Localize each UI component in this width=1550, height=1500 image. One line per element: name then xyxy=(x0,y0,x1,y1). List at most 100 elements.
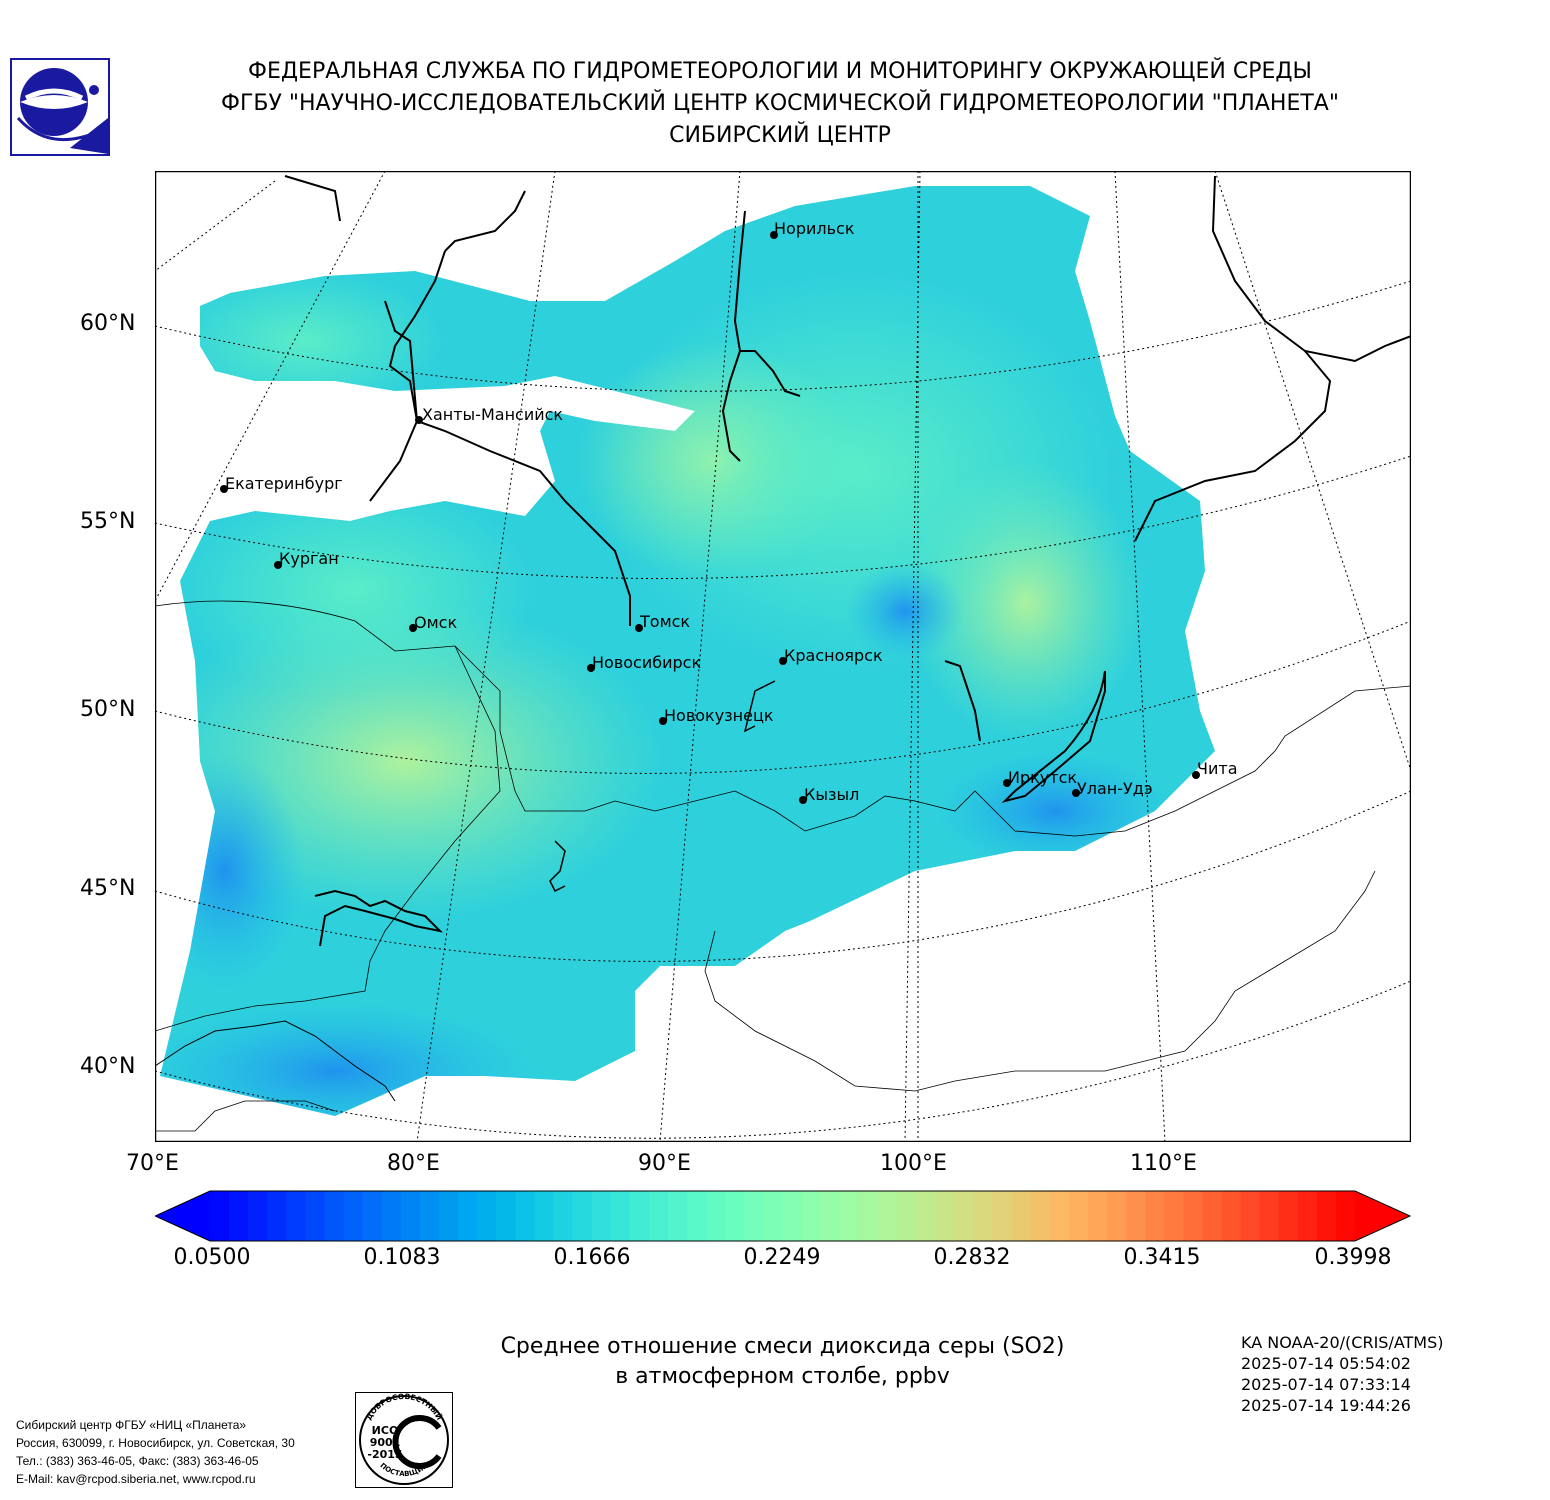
city-dot xyxy=(799,796,807,804)
colorbar-segment xyxy=(954,1191,974,1241)
colorbar-segment xyxy=(1106,1191,1127,1241)
colorbar-tick: 0.2249 xyxy=(743,1245,821,1270)
colorbar-segment xyxy=(1240,1191,1261,1241)
colorbar-segment xyxy=(1259,1191,1280,1241)
so2-field xyxy=(160,186,1215,1116)
colorbar-segment xyxy=(1145,1191,1165,1241)
city-label: Новокузнецк xyxy=(664,706,774,725)
satellite-info: KA NOAA-20/(CRIS/ATMS) 2025-07-14 05:54:… xyxy=(1241,1332,1444,1416)
colorbar-segment xyxy=(1183,1191,1203,1241)
colorbar-segment xyxy=(839,1191,860,1241)
city-label: Улан-Удэ xyxy=(1077,779,1153,798)
colorbar-segment xyxy=(1278,1191,1299,1241)
colorbar-segment xyxy=(534,1191,555,1241)
stamp-9001: 9001 xyxy=(370,1436,401,1449)
colorbar-segment xyxy=(553,1191,574,1241)
header-line-2: ФГБУ "НАУЧНО-ИССЛЕДОВАТЕЛЬСКИЙ ЦЕНТР КОС… xyxy=(221,91,1339,116)
colorbar-segment xyxy=(668,1191,688,1241)
planeta-logo-icon xyxy=(10,58,110,156)
colorbar-segment xyxy=(343,1191,364,1241)
colorbar-segment xyxy=(706,1191,726,1241)
city-dot xyxy=(770,231,778,239)
colorbar-tick: 0.3415 xyxy=(1123,1245,1201,1270)
footer-line: Тел.: (383) 363-46-05, Факс: (383) 363-4… xyxy=(16,1454,259,1468)
colorbar-segment xyxy=(286,1191,307,1241)
city-label: Кызыл xyxy=(804,785,859,804)
colorbar-segment xyxy=(820,1191,841,1241)
city-dot xyxy=(587,664,595,672)
colorbar-segment xyxy=(572,1191,593,1241)
colorbar-segment xyxy=(1030,1191,1051,1241)
colorbar-segment xyxy=(439,1191,459,1241)
pass-time: 2025-07-14 05:54:02 xyxy=(1241,1354,1411,1373)
colorbar-segment xyxy=(1087,1191,1108,1241)
city-dot xyxy=(415,416,423,424)
map-features xyxy=(155,175,1411,1132)
colorbar-segment xyxy=(935,1191,955,1241)
lat-label: 50°N xyxy=(80,697,136,722)
footer-contacts: Сибирский центр ФГБУ «НИЦ «Планета» Росс… xyxy=(16,1416,295,1488)
colorbar-segment xyxy=(1202,1191,1223,1241)
colorbar-segment xyxy=(801,1191,822,1241)
city-dot xyxy=(779,657,787,665)
city-label: Красноярск xyxy=(784,646,883,665)
footer-line: Россия, 630099, г. Новосибирск, ул. Сове… xyxy=(16,1436,295,1450)
colorbar-tick: 0.0500 xyxy=(173,1245,251,1270)
lat-label: 45°N xyxy=(80,876,136,901)
colorbar-segment xyxy=(763,1191,784,1241)
colorbar-segment xyxy=(897,1191,917,1241)
colorbar-segment xyxy=(687,1191,707,1241)
colorbar-tick: 0.3998 xyxy=(1314,1245,1392,1270)
colorbar-segment xyxy=(1049,1191,1070,1241)
colorbar xyxy=(155,1190,1411,1242)
colorbar-segment xyxy=(419,1191,440,1241)
city-dot xyxy=(220,485,228,493)
graticule xyxy=(155,171,1411,1142)
footer-line: Сибирский центр ФГБУ «НИЦ «Планета» xyxy=(16,1418,247,1432)
colorbar-segment xyxy=(591,1191,612,1241)
city-label: Курган xyxy=(279,549,339,568)
colorbar-segment xyxy=(1316,1191,1337,1241)
header-line-3: СИБИРСКИЙ ЦЕНТР xyxy=(669,123,891,148)
header: ФЕДЕРАЛЬНАЯ СЛУЖБА ПО ГИДРОМЕТЕОРОЛОГИИ … xyxy=(120,56,1440,152)
colorbar-segment xyxy=(229,1191,249,1241)
city-label: Новосибирск xyxy=(592,653,701,672)
colorbar-segment xyxy=(858,1191,879,1241)
colorbar-extend-high xyxy=(1355,1191,1410,1241)
colorbar-segment xyxy=(782,1191,803,1241)
colorbar-tick: 0.2832 xyxy=(933,1245,1011,1270)
colorbar-segment xyxy=(477,1191,497,1241)
colorbar-segment xyxy=(916,1191,936,1241)
colorbar-segment xyxy=(973,1191,994,1241)
colorbar-extend-low xyxy=(155,1191,210,1241)
colorbar-segment xyxy=(610,1191,631,1241)
map-canvas: Норильск Ханты-Мансийск Екатеринбург Кур… xyxy=(155,171,1411,1142)
city-label: Омск xyxy=(414,613,457,632)
city-dot xyxy=(1003,779,1011,787)
colorbar-segment xyxy=(1068,1191,1089,1241)
city-dot xyxy=(635,624,643,632)
colorbar-segments xyxy=(155,1191,1410,1241)
city-label: Норильск xyxy=(774,219,855,238)
colorbar-segment xyxy=(210,1191,230,1241)
lon-label: 80°E xyxy=(387,1151,440,1176)
header-line-1: ФЕДЕРАЛЬНАЯ СЛУЖБА ПО ГИДРОМЕТЕОРОЛОГИИ … xyxy=(248,59,1312,84)
colorbar-segment xyxy=(324,1191,345,1241)
iso-stamp-icon: ДОБРОСОВЕСТНЫЙ ПОСТАВЩИК ИСО 9001 -2015 xyxy=(355,1392,453,1488)
city-dot xyxy=(1192,771,1200,779)
colorbar-segment xyxy=(362,1191,383,1241)
colorbar-outline xyxy=(155,1190,1411,1242)
colorbar-segment xyxy=(496,1191,516,1241)
stamp-2015: -2015 xyxy=(367,1448,402,1461)
lon-label: 110°E xyxy=(1130,1151,1197,1176)
city-label: Томск xyxy=(639,612,690,631)
city-dot xyxy=(659,717,667,725)
lon-label: 70°E xyxy=(126,1151,179,1176)
city-label: Екатеринбург xyxy=(225,474,343,493)
lat-label: 55°N xyxy=(80,509,136,534)
city-label: Ханты-Мансийск xyxy=(422,405,563,424)
footer-line: E-Mail: kav@rcpod.siberia.net, www.rcpod… xyxy=(16,1472,256,1486)
pass-time: 2025-07-14 07:33:14 xyxy=(1241,1375,1411,1394)
title-line-2: в атмосферном столбе, ppbv xyxy=(615,1364,950,1389)
so2-map: Норильск Ханты-Мансийск Екатеринбург Кур… xyxy=(155,171,1411,1142)
